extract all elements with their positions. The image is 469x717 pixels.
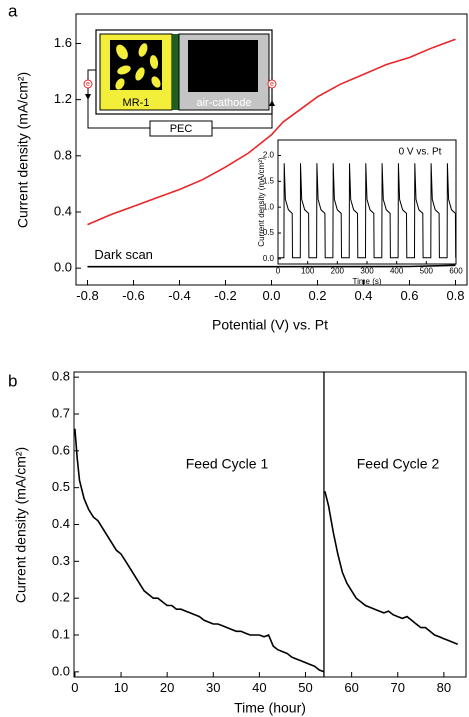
x-tick-label: 60 [344,680,358,695]
x-tick-label: 300 [360,266,374,275]
x-tick-label: 10 [114,680,128,695]
x-tick-label: 600 [449,266,463,275]
x-tick-label: 40 [252,680,266,695]
x-tick-label: 100 [301,266,315,275]
x-tick-label: 30 [206,680,220,695]
membrane [172,34,179,110]
x-tick-label: 80 [437,680,451,695]
series-label: Dark scan [94,247,153,262]
x-tick-label: 70 [391,680,405,695]
data-line [87,38,456,226]
x-axis-label: Potential (V) vs. Pt [212,317,328,333]
y-tick-label: 0.0 [54,260,72,275]
electron-label: e [86,81,90,88]
y-tick-label: 1.2 [54,91,72,106]
y-tick-label: 1.6 [54,35,72,50]
y-tick-label: 0.5 [52,479,70,494]
y-tick-label: 0.0 [52,663,70,678]
x-axis-label: Time (hour) [234,700,306,716]
load-box [149,120,213,137]
x-tick-label: 400 [390,266,404,275]
electron-label: e [270,81,274,88]
y-tick-label: 0.8 [52,369,70,384]
plot-frame [73,371,467,678]
arrow [85,94,91,100]
cathode [188,40,258,92]
y-tick-label: 0.2 [52,590,70,605]
y-tick-label: 2.0 [263,151,275,160]
y-tick-label: 0.0 [263,254,275,263]
x-tick-label: 0.6 [400,288,418,303]
x-axis-label: Time (s) [352,277,381,286]
wire [212,70,273,129]
inset-chart: 0 100 200 300 400 500 600 0.0 0.5 1.0 1.5 2.0 Time (… [257,139,463,286]
y-tick-label: 0.4 [54,203,72,218]
plot-frame [277,139,457,265]
bacteria [115,43,161,90]
x-tick-label: 0 [71,680,78,695]
anode-label: MR-1 [123,97,150,109]
x-tick-label: 0.8 [446,288,464,303]
annotation: Feed Cycle 2 [357,456,440,472]
y-axis-label: Current density (mA/cm²) [15,72,31,228]
load-label: PEC [170,123,193,135]
data-line [278,163,457,259]
y-tick-label: 0.6 [52,442,70,457]
x-tick-label: 0.2 [308,288,326,303]
panel-label: a [8,1,18,20]
y-tick-label: 0.5 [263,228,275,237]
y-tick-label: 0.1 [52,626,70,641]
x-tick-label: 0 [276,266,281,275]
x-tick-label: 200 [331,266,345,275]
x-tick-label: 50 [298,680,312,695]
chart: 0 10 20 30 40 50 60 70 80 0.0 0.1 0.2 0.3 0.4 0.5 0.6 0.… [13,369,467,716]
cathode-label: air-cathode [196,97,251,109]
y-tick-label: 0.3 [52,553,70,568]
panel-label: b [8,371,17,390]
y-tick-label: 1.0 [263,202,275,211]
x-tick-label: 0.0 [262,288,280,303]
data-line [87,264,456,268]
y-axis-label: Current density (mA/cm²) [257,157,266,247]
x-tick-label: -0.2 [214,288,236,303]
data-line [74,428,325,673]
x-tick-label: -0.6 [122,288,144,303]
y-tick-label: 1.5 [263,176,275,185]
y-axis-label: Current density (mA/cm²) [13,447,29,603]
electron-icon [267,79,277,89]
data-line [324,491,458,645]
x-tick-label: 500 [420,266,434,275]
y-tick-label: 0.4 [52,516,70,531]
x-tick-label: -0.8 [76,288,98,303]
x-tick-label: 0.4 [354,288,372,303]
chart-title: 0 V vs. Pt [399,147,442,158]
electron-icon [83,79,93,89]
annotation: Feed Cycle 1 [186,456,269,472]
circuit-diagram: MR-1 air-cathode PEC e e [83,29,277,137]
x-tick-label: -0.4 [168,288,190,303]
y-tick-label: 0.8 [54,147,72,162]
x-tick-label: 20 [160,680,174,695]
arrow [269,100,275,106]
y-tick-label: 0.7 [52,405,70,420]
